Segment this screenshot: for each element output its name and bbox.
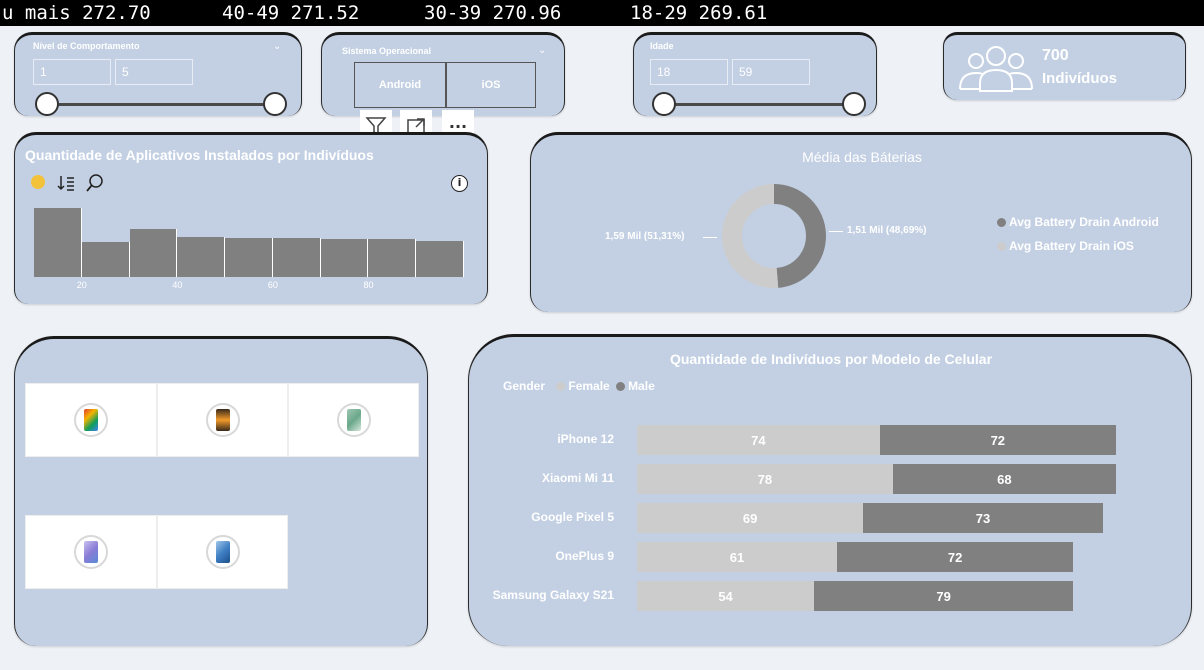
range-max-input[interactable]: 59 [732, 59, 810, 85]
chart-title: Média das Báterias [802, 149, 922, 165]
histogram-bar[interactable] [177, 236, 226, 277]
chevron-down-icon[interactable]: ⌄ [538, 45, 547, 56]
range-min-input[interactable]: 18 [650, 59, 728, 85]
donut-chart[interactable] [721, 183, 827, 289]
bar-segment-female[interactable]: 78 [637, 464, 893, 494]
donut-label-android: 1,51 Mil (48,69%) [847, 225, 927, 236]
leader-line [829, 231, 843, 232]
chart-title: Quantidade de Aplicativos Instalados por… [25, 147, 374, 163]
zoom-icon[interactable] [85, 173, 105, 193]
donut-label-ios: 1,59 Mil (51,31%) [605, 231, 685, 242]
kpi-label: Indivíduos [1042, 70, 1117, 87]
gallery-tile[interactable] [25, 383, 157, 457]
ticker-item: 18-29 269.61 [630, 2, 768, 24]
donut-slice[interactable] [773, 184, 826, 288]
phone-oneplus-icon [74, 535, 108, 569]
sort-icon[interactable] [57, 175, 75, 191]
legend-dot [997, 218, 1006, 228]
bar-segment-female[interactable]: 61 [637, 542, 838, 572]
phone-google-pixel-icon [74, 403, 108, 437]
histogram-bar[interactable] [272, 237, 321, 277]
category-label: Samsung Galaxy S21 [492, 588, 614, 602]
category-label: Google Pixel 5 [531, 510, 614, 524]
slicer-title: Idade [650, 41, 674, 51]
histogram-bar[interactable] [34, 207, 82, 277]
bar-segment-male[interactable]: 72 [837, 542, 1074, 572]
bar-segment-female[interactable]: 54 [637, 581, 815, 611]
histogram-bar[interactable] [416, 240, 464, 277]
gallery-tile[interactable] [157, 383, 288, 457]
phone-xiaomi-icon [336, 403, 371, 437]
legend-dot [997, 242, 1006, 252]
bar-segment-male[interactable]: 68 [892, 464, 1116, 494]
bar-segment-female[interactable]: 74 [637, 425, 880, 455]
donut-slice[interactable] [722, 184, 779, 288]
gallery-tile[interactable] [157, 515, 288, 589]
ticker-item: u mais 272.70 [2, 2, 151, 24]
slicer-age[interactable]: Idade 18 59 [633, 32, 877, 116]
category-label: Xiaomi Mi 11 [541, 471, 614, 485]
bar-segment-male[interactable]: 72 [879, 425, 1116, 455]
category-label: OnePlus 9 [555, 549, 614, 563]
legend: Gender Female Male [503, 379, 655, 393]
histogram-x-axis: 20 40 60 80 [34, 280, 464, 294]
chevron-down-icon[interactable]: ⌄ [273, 41, 282, 52]
gallery-tile[interactable] [25, 515, 157, 589]
ticker-item: 40-49 271.52 [222, 2, 360, 24]
leader-line [703, 237, 717, 238]
histogram-card[interactable]: Quantidade de Aplicativos Instalados por… [14, 132, 488, 304]
legend-label: Avg Battery Drain Android [1009, 215, 1159, 229]
os-option-ios[interactable]: iOS [446, 62, 536, 108]
histogram-bar[interactable] [320, 238, 369, 277]
slider-track[interactable] [662, 103, 854, 106]
ticker-bar: u mais 272.70 40-49 271.52 30-39 270.96 … [0, 0, 1204, 26]
legend-title: Gender [503, 379, 546, 393]
slicer-behavior-level[interactable]: Nível de Comportamento ⌄ 1 5 [14, 32, 302, 116]
people-icon [959, 46, 1033, 92]
slider-track[interactable] [47, 103, 273, 106]
legend-dot [556, 382, 566, 392]
bar-segment-female[interactable]: 69 [637, 503, 864, 533]
os-option-android[interactable]: Android [354, 62, 446, 108]
slider-max-handle[interactable] [263, 92, 287, 116]
legend-dot [616, 382, 626, 392]
legend-item[interactable]: Avg Battery Drain Android [997, 215, 1159, 229]
phone-samsung-icon [205, 535, 240, 569]
slider-min-handle[interactable] [35, 92, 59, 116]
legend-item[interactable]: Avg Battery Drain iOS [997, 239, 1134, 253]
x-tick-label: 80 [363, 280, 374, 290]
legend-label[interactable]: Female [568, 379, 610, 393]
phone-iphone-icon [205, 403, 240, 437]
phone-gallery-card[interactable] [14, 336, 428, 646]
battery-donut-card[interactable]: Média das Báterias 1,59 Mil (51,31%) 1,5… [530, 132, 1192, 312]
phone-model-bar-card[interactable]: Quantidade de Indivíduos por Modelo de C… [468, 334, 1192, 646]
chart-title: Quantidade de Indivíduos por Modelo de C… [669, 351, 993, 367]
legend-label: Avg Battery Drain iOS [1009, 239, 1134, 253]
info-icon[interactable]: i [451, 175, 468, 192]
slicer-operating-system[interactable]: Sistema Operacional ⌄ Android iOS [321, 32, 565, 116]
gallery-tile[interactable] [288, 383, 419, 457]
palette-icon[interactable] [31, 175, 45, 189]
range-min-input[interactable]: 1 [33, 59, 111, 85]
histogram-bar[interactable] [129, 229, 178, 277]
x-tick-label: 40 [172, 280, 183, 290]
slider-max-handle[interactable] [842, 92, 866, 116]
ticker-item: 30-39 270.96 [424, 2, 562, 24]
histogram-bar[interactable] [368, 238, 417, 277]
bar-segment-male[interactable]: 73 [863, 503, 1103, 533]
slider-min-handle[interactable] [652, 92, 676, 116]
histogram-bar[interactable] [225, 237, 273, 277]
range-max-input[interactable]: 5 [115, 59, 193, 85]
kpi-value: 700 [1042, 47, 1069, 64]
bar-segment-male[interactable]: 79 [814, 581, 1074, 611]
category-label: iPhone 12 [557, 432, 614, 446]
legend-label[interactable]: Male [628, 379, 655, 393]
histogram-plot-area [34, 205, 464, 277]
slicer-title: Nível de Comportamento [33, 41, 140, 51]
kpi-card: 700 Indivíduos [943, 32, 1186, 100]
slicer-title: Sistema Operacional [342, 46, 432, 56]
x-tick-label: 60 [267, 280, 278, 290]
histogram-bar[interactable] [81, 242, 130, 277]
x-tick-label: 20 [76, 280, 87, 290]
